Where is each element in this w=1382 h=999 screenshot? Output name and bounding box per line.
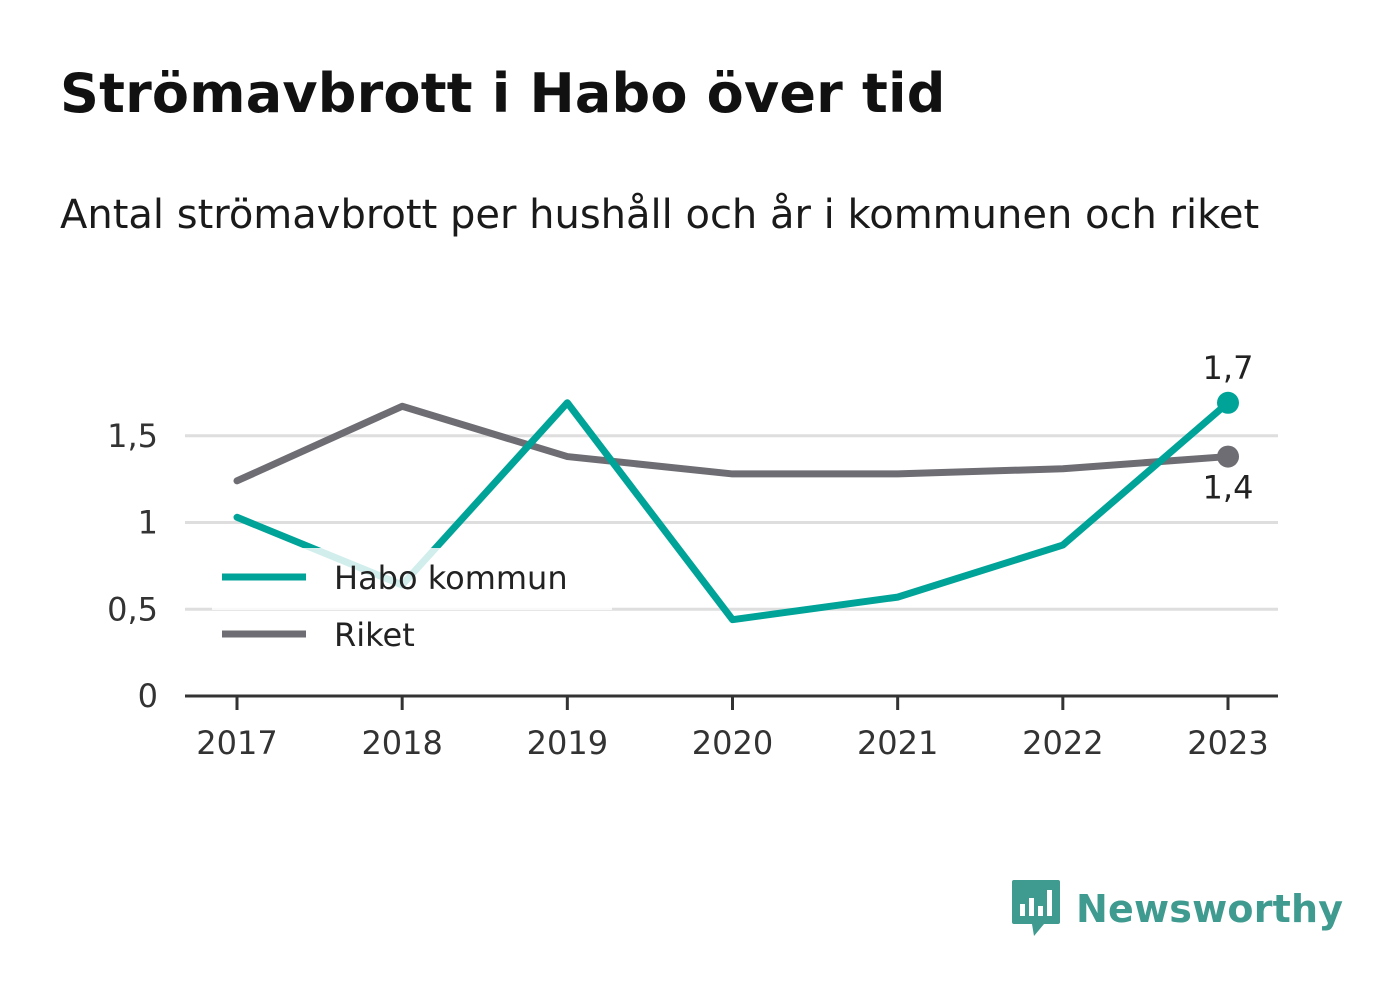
chart-title: Strömavbrott i Habo över tid bbox=[60, 62, 946, 125]
y-tick-label: 1 bbox=[138, 504, 158, 542]
x-tick-label: 2018 bbox=[361, 724, 442, 762]
x-axis: 0 0,5 1 1,5 2017 2018 2019 2020 2021 2022 2023 bbox=[107, 417, 1278, 762]
end-point-marker bbox=[1217, 445, 1239, 468]
x-tick-label: 2021 bbox=[857, 724, 938, 762]
data-labels: 1,7 1,4 bbox=[1203, 349, 1254, 507]
chart-subtitle: Antal strömavbrott per hushåll och år i … bbox=[60, 192, 1260, 238]
x-tick-label: 2022 bbox=[1022, 724, 1103, 762]
y-tick-label: 0,5 bbox=[107, 590, 158, 628]
y-tick-label: 0 bbox=[138, 677, 158, 715]
y-tick-label: 1,5 bbox=[107, 417, 158, 455]
x-tick-label: 2019 bbox=[527, 724, 608, 762]
data-label: 1,4 bbox=[1203, 469, 1254, 507]
x-tick-label: 2020 bbox=[692, 724, 773, 762]
newsworthy-logo-icon bbox=[1012, 880, 1060, 936]
end-point-marker bbox=[1217, 391, 1239, 414]
x-tick-label: 2023 bbox=[1187, 724, 1268, 762]
legend-label: Habo kommun bbox=[334, 559, 568, 597]
x-tick-label: 2017 bbox=[196, 724, 277, 762]
series-line bbox=[233, 402, 1232, 485]
legend: Habo kommun Riket bbox=[212, 548, 612, 654]
data-label: 1,7 bbox=[1203, 349, 1254, 387]
legend-label: Riket bbox=[334, 616, 415, 654]
brand-name: Newsworthy bbox=[1076, 887, 1344, 931]
brand-logo: Newsworthy bbox=[1010, 878, 1343, 940]
